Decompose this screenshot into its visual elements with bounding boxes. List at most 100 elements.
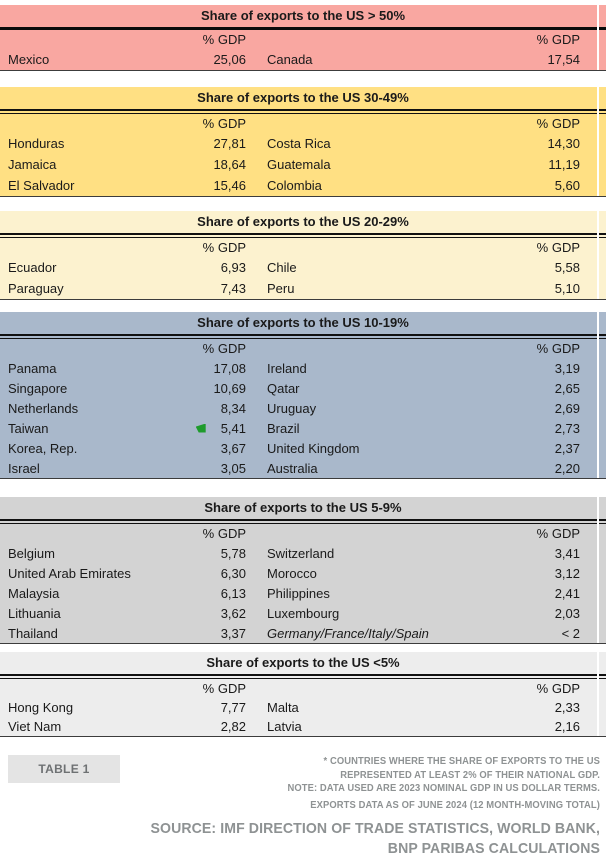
- country-right: Malta: [267, 700, 299, 715]
- export-band-section: Share of exports to the US 10-19%% GDP% …: [0, 312, 606, 479]
- section-title: Share of exports to the US 30-49%: [197, 90, 409, 105]
- value-left-text: 6,13: [220, 585, 246, 601]
- table-row: Singapore 10,69 Qatar 2,65: [0, 378, 606, 398]
- table-row: Netherlands 8,34 Uruguay 2,69: [0, 398, 606, 418]
- table-row: Jamaica 18,64 Guatemala 11,19: [0, 154, 606, 175]
- value-left: 17,08: [155, 361, 246, 376]
- country-right: Peru: [267, 281, 295, 296]
- value-left-text: 3,05: [220, 460, 246, 476]
- country-left: Singapore: [8, 380, 68, 396]
- value-left-text: 5,78: [220, 545, 246, 561]
- title-divider: [0, 27, 606, 30]
- title-divider: [0, 674, 606, 679]
- table-row: Honduras 27,81 Costa Rica 14,30: [0, 133, 606, 154]
- table-row: Viet Nam 2,82 Latvia 2,16: [0, 717, 606, 736]
- country-left: Lithuania: [8, 605, 61, 621]
- source-line: SOURCE: IMF DIRECTION OF TRADE STATISTIC…: [150, 820, 600, 837]
- value-right: 17,54: [547, 52, 580, 67]
- table-row: Korea, Rep. 3,67 United Kingdom 2,37: [0, 438, 606, 458]
- value-right: 14,30: [547, 136, 580, 151]
- section-title: Share of exports to the US 5-9%: [204, 500, 402, 515]
- footnote-line: EXPORTS DATA AS OF JUNE 2024 (12 MONTH-M…: [310, 799, 600, 811]
- gdp-col-header-left: % GDP: [202, 341, 246, 356]
- country-left: Ecuador: [8, 260, 57, 275]
- value-left: 25,06: [155, 52, 246, 67]
- gdp-col-header-left: % GDP: [202, 116, 246, 131]
- value-left: 6,13: [155, 586, 246, 601]
- value-left: 8,34: [155, 401, 246, 416]
- value-left-text: 3,62: [220, 605, 246, 621]
- value-left: 7,77: [155, 700, 246, 715]
- country-right: Costa Rica: [267, 136, 331, 151]
- country-right: Canada: [267, 52, 313, 67]
- gdp-col-header-left: % GDP: [202, 681, 246, 696]
- country-left: El Salvador: [8, 178, 75, 193]
- source-line: BNP PARIBAS CALCULATIONS: [387, 840, 600, 857]
- country-left: United Arab Emirates: [8, 565, 131, 581]
- gdp-col-header-left: % GDP: [202, 32, 246, 47]
- country-left: Mexico: [8, 52, 50, 67]
- table-sections: Share of exports to the US > 50%% GDP% G…: [0, 5, 606, 737]
- country-right: Switzerland: [267, 545, 335, 561]
- country-right: Guatemala: [267, 157, 331, 172]
- value-left: 27,81: [155, 136, 246, 151]
- value-right: 2,41: [554, 585, 580, 601]
- gdp-col-header-right: % GDP: [536, 240, 580, 255]
- value-left: 2,82: [155, 719, 246, 734]
- value-left-text: 6,30: [220, 565, 246, 581]
- gdp-col-header-left: % GDP: [202, 240, 246, 255]
- table-row: Belgium 5,78 Switzerland 3,41: [0, 543, 606, 563]
- green-flag-icon: [195, 423, 206, 433]
- country-left: Hong Kong: [8, 700, 74, 715]
- country-left: Taiwan: [8, 420, 49, 436]
- value-left-text: 10,69: [213, 380, 246, 396]
- column-header-row: % GDP % GDP: [0, 114, 606, 133]
- country-right: Latvia: [267, 719, 302, 734]
- value-right: 11,19: [548, 157, 580, 172]
- country-right: Uruguay: [267, 400, 317, 416]
- title-divider: [0, 109, 606, 114]
- value-right: 2,73: [554, 420, 580, 436]
- value-left-text: 25,06: [213, 52, 246, 67]
- country-right: Philippines: [267, 585, 330, 601]
- country-right: Germany/France/Italy/Spain: [267, 625, 429, 641]
- country-right: Brazil: [267, 420, 300, 436]
- value-right: 2,16: [554, 719, 580, 734]
- country-left: Viet Nam: [8, 719, 62, 734]
- column-header-row: % GDP % GDP: [0, 524, 606, 543]
- footer-right: * COUNTRIES WHERE THE SHARE OF EXPORTS T…: [120, 755, 606, 859]
- column-header-row: % GDP % GDP: [0, 30, 606, 49]
- value-right: 2,20: [554, 460, 580, 476]
- country-left: Thailand: [8, 625, 58, 641]
- country-right: Luxembourg: [267, 605, 340, 621]
- country-left: Jamaica: [8, 157, 57, 172]
- country-left: Israel: [8, 460, 40, 476]
- country-left: Belgium: [8, 545, 55, 561]
- value-right: 2,69: [554, 400, 580, 416]
- value-left: 6,30: [155, 566, 246, 581]
- gdp-col-header-left: % GDP: [202, 526, 246, 541]
- table-row: El Salvador 15,46 Colombia 5,60: [0, 175, 606, 196]
- country-left: Panama: [8, 360, 57, 376]
- value-left-text: 3,37: [220, 625, 246, 641]
- value-left-text: 7,43: [220, 281, 246, 296]
- value-left: 3,62: [155, 606, 246, 621]
- value-right: 3,12: [554, 565, 580, 581]
- country-left: Netherlands: [8, 400, 79, 416]
- title-divider: [0, 233, 606, 238]
- value-right: 2,03: [554, 605, 580, 621]
- gdp-col-header-right: % GDP: [536, 116, 580, 131]
- value-left: 5,78: [155, 546, 246, 561]
- country-right: Colombia: [267, 178, 322, 193]
- value-left-text: 6,93: [220, 260, 246, 275]
- value-left-text: 2,82: [220, 719, 246, 734]
- export-band-section: Share of exports to the US 5-9% % GDP% GD…: [0, 497, 606, 644]
- table-row: Ecuador 6,93 Chile 5,58: [0, 257, 606, 278]
- country-right: Chile: [267, 260, 297, 275]
- section-title: Share of exports to the US 10-19%: [197, 315, 409, 330]
- value-left-text: 5,41: [220, 420, 246, 436]
- export-band-section: Share of exports to the US > 50%% GDP% G…: [0, 5, 606, 71]
- value-right: 5,10: [554, 281, 580, 296]
- value-left: 18,64: [155, 157, 246, 172]
